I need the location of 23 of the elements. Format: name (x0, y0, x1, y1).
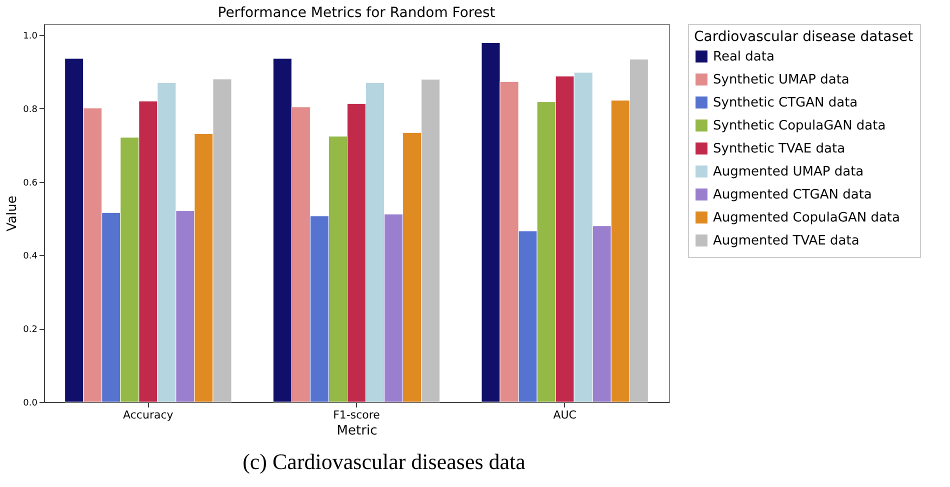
x-tick-label: AUC (553, 408, 577, 422)
y-tick-label: 0.4 (23, 252, 38, 262)
y-tick-label: 0.6 (23, 178, 38, 188)
legend-label: Synthetic CTGAN data (713, 96, 858, 110)
legend-label: Synthetic TVAE data (713, 142, 846, 156)
legend-label: Real data (713, 50, 774, 64)
chart-title: Performance Metrics for Random Forest (218, 5, 496, 21)
x-tick-label: Accuracy (123, 408, 174, 422)
y-tick-label: 1.0 (23, 32, 38, 42)
x-axis-title: Metric (336, 424, 378, 438)
x-tick-label: F1-score (333, 408, 380, 422)
legend-label: Augmented CTGAN data (713, 188, 872, 202)
legend-label: Augmented CopulaGAN data (713, 210, 900, 226)
y-axis-title: Value (5, 196, 20, 232)
text: (c) Cardiovascular diseases data (242, 449, 526, 474)
legend-label: Synthetic UMAP data (713, 72, 850, 88)
y-tick-label: 0.2 (23, 325, 38, 336)
legend-label: Augmented UMAP data (713, 164, 864, 180)
legend-title: Cardiovascular disease dataset (694, 29, 914, 45)
y-tick-label: 0.0 (23, 398, 38, 408)
legend-label: Synthetic CopulaGAN data (713, 118, 886, 134)
y-tick-label: 0.8 (23, 104, 38, 115)
legend-label: Augmented TVAE data (713, 234, 860, 248)
